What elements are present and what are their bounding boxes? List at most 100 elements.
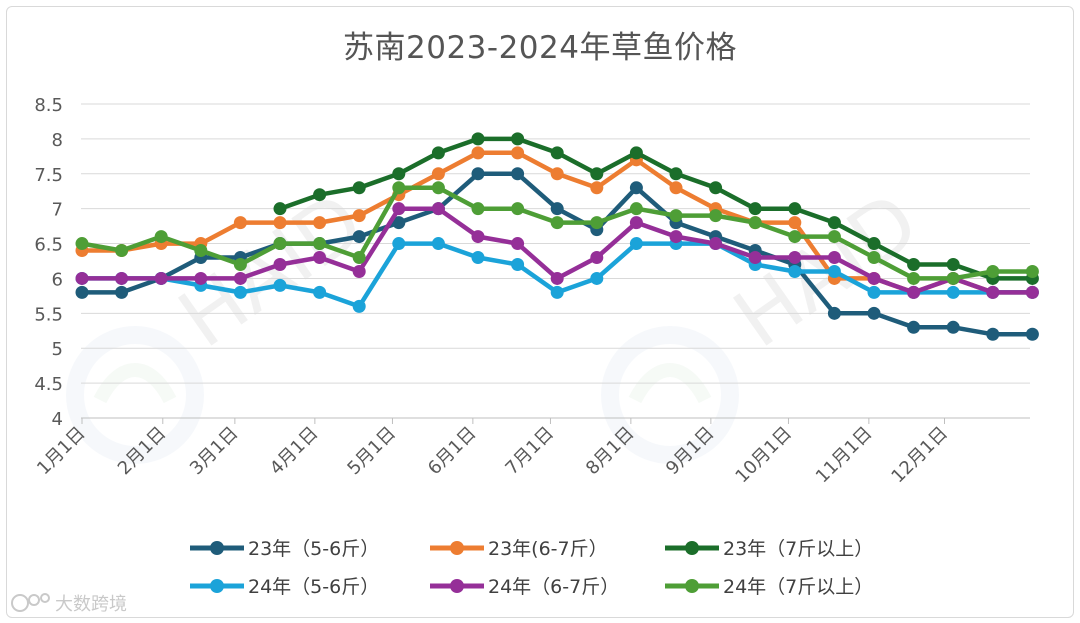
y-tick-label: 4.5	[34, 374, 63, 395]
data-point	[669, 181, 683, 195]
watermark-logo-right	[601, 326, 739, 464]
data-point	[431, 237, 445, 251]
data-point	[392, 202, 406, 216]
data-point	[1025, 327, 1039, 341]
y-tick-label: 4	[52, 409, 63, 430]
y-tick-label: 7	[52, 200, 63, 221]
data-point	[590, 167, 604, 181]
data-point	[352, 264, 366, 278]
data-point	[867, 271, 881, 285]
data-point	[788, 202, 802, 216]
data-point	[75, 271, 89, 285]
y-tick-label: 5.5	[34, 304, 63, 325]
data-point	[431, 202, 445, 216]
data-point	[867, 285, 881, 299]
data-point	[75, 285, 89, 299]
data-point	[194, 244, 208, 258]
data-point	[392, 216, 406, 230]
legend-item: 24年（5-6斤）	[190, 576, 379, 598]
data-point	[827, 251, 841, 265]
data-point	[709, 181, 723, 195]
data-point	[352, 181, 366, 195]
data-point	[1025, 264, 1039, 278]
y-tick-label: 6.5	[34, 235, 63, 256]
legend: 23年（5-6斤） 23年(6-7斤） 23年（7斤以上） 24年（5-6斤） 24年（…	[190, 538, 873, 598]
legend-label: 24年（6-7斤）	[488, 576, 619, 598]
watermark-letters-left: HAID	[163, 175, 380, 366]
y-tick-label: 5	[52, 339, 63, 360]
data-point	[907, 285, 921, 299]
data-point	[273, 237, 287, 251]
brand-logo-icon	[11, 594, 29, 612]
data-point	[115, 244, 129, 258]
data-point	[392, 181, 406, 195]
data-point	[431, 181, 445, 195]
data-point	[550, 202, 564, 216]
data-point	[986, 285, 1000, 299]
data-point	[194, 271, 208, 285]
data-point	[629, 216, 643, 230]
data-point	[313, 237, 327, 251]
y-tick-label: 8.5	[34, 95, 63, 116]
data-point	[590, 216, 604, 230]
legend-label: 23年(6-7斤）	[488, 538, 608, 560]
data-point	[471, 167, 485, 181]
data-point	[788, 216, 802, 230]
data-point	[946, 320, 960, 334]
data-point	[471, 251, 485, 265]
data-point	[590, 251, 604, 265]
y-tick-label: 6	[52, 269, 63, 290]
data-point	[273, 278, 287, 292]
data-point	[313, 285, 327, 299]
series-lines	[75, 132, 1039, 341]
data-point	[273, 216, 287, 230]
data-point	[867, 251, 881, 265]
legend-label: 24年（5-6斤）	[248, 576, 379, 598]
watermark-logo-left	[66, 326, 204, 464]
data-point	[629, 146, 643, 160]
data-point	[392, 237, 406, 251]
data-point	[115, 271, 129, 285]
x-tick-label: 7月1日	[502, 423, 559, 480]
data-point	[907, 271, 921, 285]
data-point	[471, 132, 485, 146]
x-tick-label: 5月1日	[343, 423, 400, 480]
brand-watermark: 大数跨境	[11, 593, 127, 615]
data-point	[827, 306, 841, 320]
data-point	[154, 271, 168, 285]
data-point	[748, 251, 762, 265]
data-point	[352, 251, 366, 265]
legend-label: 24年（7斤以上）	[723, 576, 873, 598]
chart-frame	[6, 6, 1074, 618]
data-point	[233, 271, 247, 285]
data-point	[946, 271, 960, 285]
y-tick-label: 7.5	[34, 165, 63, 186]
data-point	[629, 237, 643, 251]
legend-label: 23年（5-6斤）	[248, 538, 379, 560]
data-point	[788, 251, 802, 265]
data-point	[827, 230, 841, 244]
data-point	[511, 146, 525, 160]
data-point	[431, 167, 445, 181]
legend-item: 24年（6-7斤）	[430, 576, 619, 598]
data-point	[907, 320, 921, 334]
legend-swatch-marker	[210, 541, 224, 555]
x-tick-label: 10月1日	[731, 423, 796, 488]
x-tick-label: 12月1日	[887, 423, 952, 488]
data-point	[313, 188, 327, 202]
data-point	[867, 237, 881, 251]
data-point	[550, 216, 564, 230]
legend-label: 23年（7斤以上）	[723, 538, 873, 560]
data-point	[550, 167, 564, 181]
data-point	[827, 264, 841, 278]
legend-swatch-marker	[450, 541, 464, 555]
data-point	[946, 285, 960, 299]
data-point	[550, 146, 564, 160]
data-point	[352, 209, 366, 223]
data-point	[392, 167, 406, 181]
legend-swatch-marker	[210, 579, 224, 593]
x-tick-label: 4月1日	[266, 423, 323, 480]
data-point	[669, 209, 683, 223]
data-point	[669, 230, 683, 244]
